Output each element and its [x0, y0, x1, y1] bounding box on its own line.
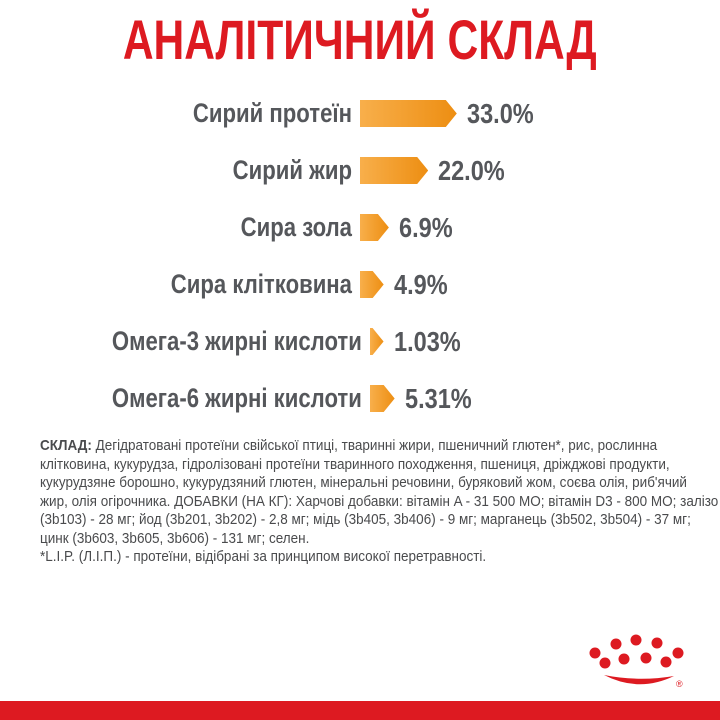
royal-canin-crown-logo: ® [589, 634, 684, 689]
composition-text-block: СКЛАД: Дегідратовані протеїни свійської … [40, 437, 720, 567]
analytical-composition-chart: Сирий протеїн 33.0% Сирий жир 22.0% Сира… [57, 85, 720, 427]
nutrient-value: 33.0% [466, 97, 534, 129]
chart-row: Сира клітковина 4.9% [57, 256, 720, 313]
nutrient-label: Сира зола [240, 212, 352, 242]
registered-trademark-icon: ® [676, 679, 683, 689]
nutrient-label: Омега-6 жирні кислоти [111, 383, 362, 413]
composition-line: жир, олія огірочника. ДОБАВКИ (НА КГ): Х… [40, 492, 719, 510]
composition-line: (3b103) - 28 мг; йод (3b201, 3b202) - 2,… [40, 511, 691, 528]
nutrient-value: 22.0% [438, 154, 505, 186]
composition-line: СКЛАД: Дегідратовані протеїни свійської … [40, 437, 718, 456]
composition-line: *L.I.P. (Л.І.П.) - протеїни, відібрані з… [40, 548, 487, 565]
composition-line-text: Дегідратовані протеїни свійської птиці, … [95, 437, 658, 454]
composition-line: кукурудзяне борошно, кукурудзяний глютен… [40, 474, 687, 491]
chart-row: Сирий протеїн 33.0% [57, 85, 720, 142]
composition-label: СКЛАД: [40, 437, 92, 454]
nutrient-label: Омега-3 жирні кислоти [111, 326, 362, 356]
nutrient-value-bar [360, 271, 384, 298]
composition-line: клітковина, кукурудза, гідролізовані про… [40, 455, 670, 473]
chart-row: Сирий жир 22.0% [57, 142, 720, 199]
nutrient-value-bar [370, 328, 384, 355]
page-title: АНАЛІТИЧНИЙ СКЛАД [0, 10, 720, 70]
chart-row: Омега-6 жирні кислоти 5.31% [57, 370, 720, 427]
nutrient-value-bar [360, 100, 457, 127]
nutrient-label: Сира клітковина [170, 269, 352, 299]
nutrient-value-bar [370, 385, 395, 412]
nutrient-value: 4.9% [393, 268, 448, 300]
nutrient-label: Сирий протеїн [192, 98, 352, 128]
bottom-red-bar [0, 701, 720, 720]
nutrient-value: 6.9% [398, 211, 453, 243]
chart-row: Сира зола 6.9% [57, 199, 720, 256]
nutrient-value: 5.31% [404, 382, 472, 414]
composition-line: цинк (3b603, 3b605, 3b606) - 131 мг; сел… [40, 529, 310, 547]
crown-base-arc [604, 675, 674, 685]
chart-row: Омега-3 жирні кислоти 1.03% [57, 313, 720, 370]
nutrient-value: 1.03% [393, 325, 461, 357]
nutrient-label: Сирий жир [232, 155, 352, 185]
nutrient-value-bar [360, 157, 428, 184]
crown-dots [589, 634, 684, 669]
page-title-text: АНАЛІТИЧНИЙ СКЛАД [123, 8, 597, 71]
nutrient-value-bar [360, 214, 389, 241]
